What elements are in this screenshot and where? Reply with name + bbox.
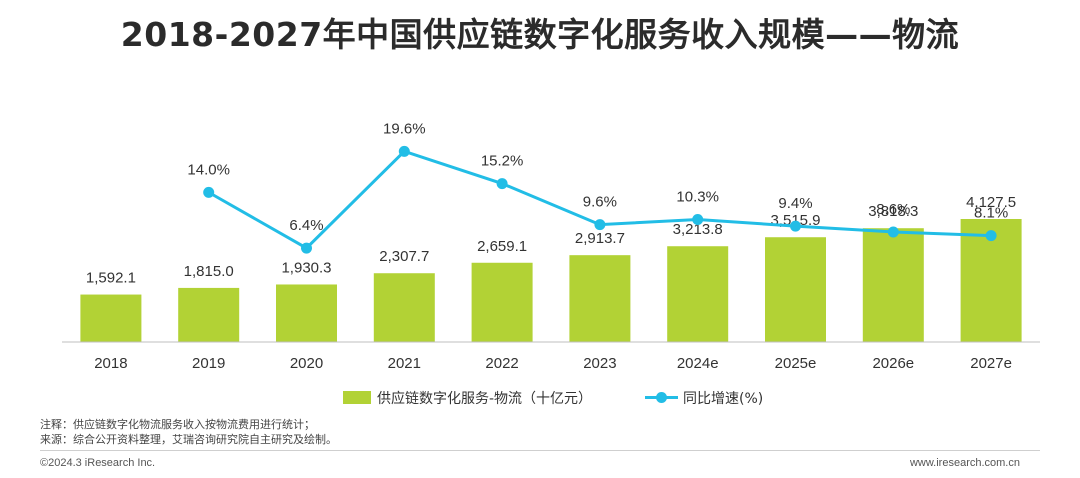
bar-2020 [276,284,337,342]
footer-divider [40,450,1040,451]
growth-point-2024e [692,214,704,226]
bar-label-2026e: 3,818.3 [868,203,918,220]
bar-2024e [667,246,729,342]
bar-2026e [862,228,924,342]
growth-label-2025e: 9.4% [778,195,812,212]
note-text: 注释：供应链数字化物流服务收入按物流费用进行统计； [40,418,315,431]
growth-point-2019 [203,186,215,198]
x-tick-2018: 2018 [94,355,127,372]
growth-label-2024e: 10.3% [676,189,719,206]
x-tick-2025e: 2025e [775,355,817,372]
notes: 注释：供应链数字化物流服务收入按物流费用进行统计； 来源：综合公开资料整理，艾瑞… [40,417,337,447]
growth-point-2025e [790,220,801,232]
growth-point-2026e [887,226,899,238]
bar-2021 [373,273,435,342]
growth-label-2023: 9.6% [583,194,617,211]
x-tick-2026e: 2026e [872,355,914,372]
bar-label-2024e: 3,213.8 [673,221,723,238]
bar-label-2019: 1,815.0 [184,263,234,280]
bar-label-2020: 1,930.3 [281,259,331,276]
x-tick-2022: 2022 [485,355,518,372]
growth-label-2019: 14.0% [187,161,230,178]
x-tick-2019: 2019 [192,355,225,372]
growth-label-2020: 6.4% [289,217,323,234]
copyright: ©2024.3 iResearch Inc. [40,457,156,469]
growth-point-2022 [496,178,508,190]
bar-label-2023: 2,913.7 [575,230,625,247]
x-tick-2020: 2020 [290,355,323,372]
growth-point-2027e [985,230,997,242]
bar-label-2018: 1,592.1 [86,270,136,287]
bar-2018 [80,294,142,342]
x-tick-2021: 2021 [388,355,421,372]
bar-label-2022: 2,659.1 [477,238,527,255]
bar-2019 [178,287,240,342]
legend: 供应链数字化服务-物流（十亿元） 同比增速(%) [343,390,763,407]
growth-label-2026e: 8.6% [876,201,910,218]
legend-line-label: 同比增速(%) [683,391,763,407]
bar-2025e [765,237,826,342]
x-tick-2024e: 2024e [677,355,719,372]
bar-label-2021: 2,307.7 [379,248,429,265]
legend-bar-label: 供应链数字化服务-物流（十亿元） [377,390,592,407]
source-text: 来源：综合公开资料整理，艾瑞咨询研究院自主研究及绘制。 [40,433,337,446]
growth-point-2023 [594,219,606,231]
growth-label-2027e: 8.1% [974,205,1008,222]
chart-title: 2018-2027年中国供应链数字化服务收入规模——物流 [120,15,960,54]
growth-point-2020 [301,242,312,254]
bar-2022 [471,262,533,342]
x-tick-2027e: 2027e [970,355,1012,372]
chart: 1,592.1 1,815.0 1,930.3 2,307.7 2,659.1 2,913… [62,120,1040,407]
growth-label-2022: 15.2% [481,153,524,170]
legend-bar-swatch [343,391,371,404]
bar-2023 [569,255,631,342]
website: www.iresearch.com.cn [909,457,1020,469]
x-tick-2023: 2023 [583,355,616,372]
growth-label-2021: 19.6% [383,120,426,137]
legend-line-marker [656,392,667,403]
growth-point-2021 [398,145,410,157]
bar-label-2027e: 4,127.5 [966,194,1016,211]
